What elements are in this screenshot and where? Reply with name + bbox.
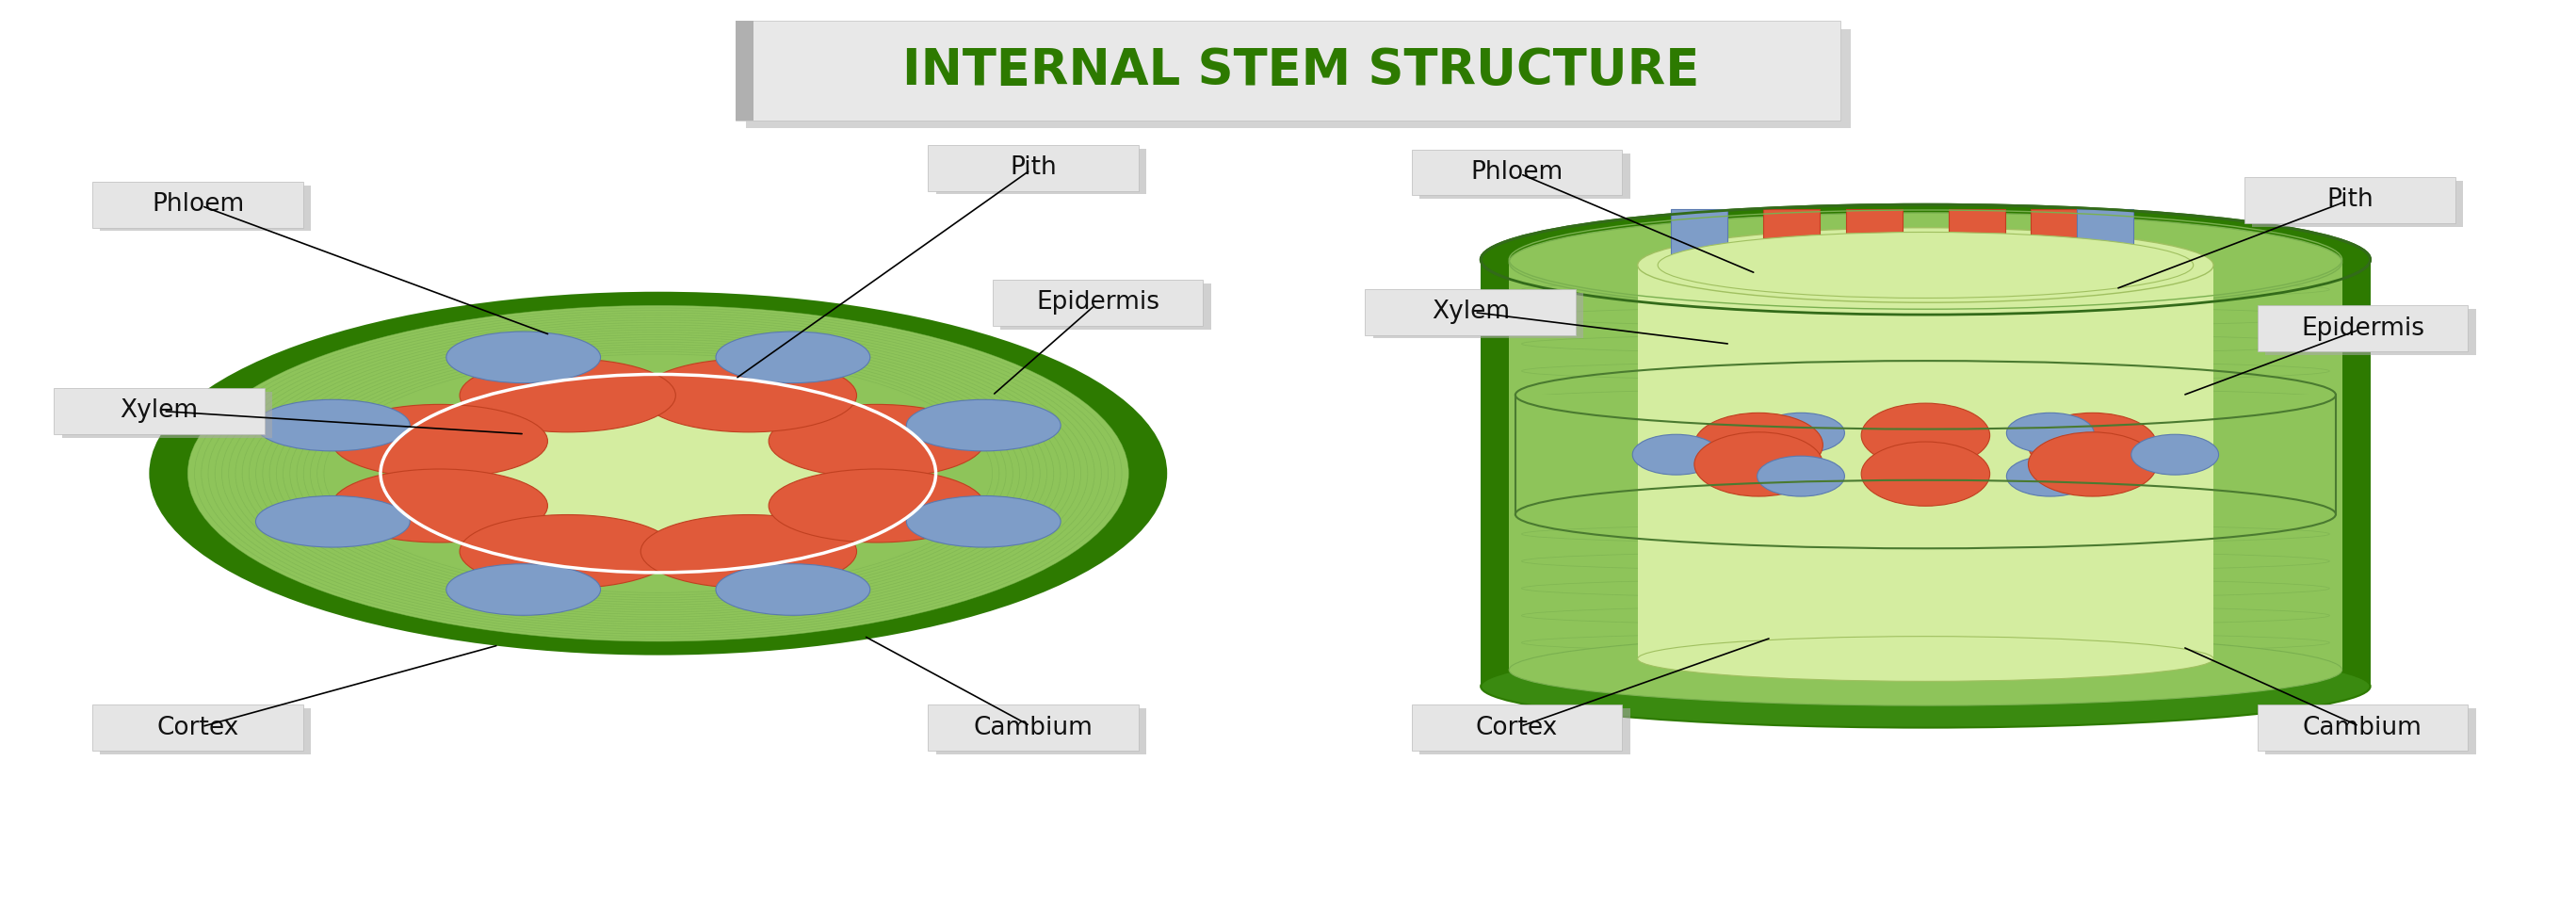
Ellipse shape xyxy=(1510,634,2342,705)
FancyBboxPatch shape xyxy=(2244,177,2455,222)
Ellipse shape xyxy=(641,359,858,432)
FancyBboxPatch shape xyxy=(992,280,1203,326)
Bar xyxy=(1510,395,1638,514)
FancyBboxPatch shape xyxy=(734,21,1842,120)
Text: Cambium: Cambium xyxy=(2303,715,2421,740)
Ellipse shape xyxy=(1481,645,2370,727)
Ellipse shape xyxy=(2130,435,2218,474)
Ellipse shape xyxy=(1638,228,2213,303)
Bar xyxy=(1481,259,2370,687)
Text: INTERNAL STEM STRUCTURE: INTERNAL STEM STRUCTURE xyxy=(902,46,1700,95)
FancyBboxPatch shape xyxy=(100,186,312,231)
Ellipse shape xyxy=(768,404,984,478)
Text: Cortex: Cortex xyxy=(157,715,240,740)
Ellipse shape xyxy=(2007,413,2094,453)
Ellipse shape xyxy=(255,400,410,451)
Ellipse shape xyxy=(1757,456,1844,497)
FancyBboxPatch shape xyxy=(1373,293,1584,339)
Ellipse shape xyxy=(332,404,549,478)
Ellipse shape xyxy=(1633,435,1721,474)
Text: Pith: Pith xyxy=(1010,156,1056,180)
Ellipse shape xyxy=(768,469,984,543)
Ellipse shape xyxy=(907,496,1061,547)
Bar xyxy=(1510,395,2342,514)
Ellipse shape xyxy=(446,331,600,383)
Bar xyxy=(1947,210,2004,264)
FancyBboxPatch shape xyxy=(2257,704,2468,750)
FancyBboxPatch shape xyxy=(93,182,304,227)
Ellipse shape xyxy=(188,306,1128,641)
FancyBboxPatch shape xyxy=(100,708,312,754)
FancyBboxPatch shape xyxy=(927,145,1139,191)
FancyBboxPatch shape xyxy=(62,391,273,438)
Bar xyxy=(2030,210,2087,264)
FancyBboxPatch shape xyxy=(2264,708,2476,754)
Ellipse shape xyxy=(1638,636,2213,681)
FancyBboxPatch shape xyxy=(1419,708,1631,754)
Ellipse shape xyxy=(1862,403,1989,467)
Ellipse shape xyxy=(446,564,600,616)
Ellipse shape xyxy=(459,359,675,432)
Bar xyxy=(1847,210,1904,264)
Ellipse shape xyxy=(716,331,871,383)
Ellipse shape xyxy=(641,515,858,588)
Bar xyxy=(2076,210,2133,264)
Text: Cortex: Cortex xyxy=(1476,715,1558,740)
Text: Epidermis: Epidermis xyxy=(2300,317,2424,341)
Bar xyxy=(1672,210,1728,264)
Ellipse shape xyxy=(255,496,410,547)
Text: Pith: Pith xyxy=(2326,187,2372,212)
FancyBboxPatch shape xyxy=(935,149,1146,195)
Ellipse shape xyxy=(1695,413,1824,477)
Bar xyxy=(1638,265,2213,659)
Text: Phloem: Phloem xyxy=(152,192,245,217)
Bar xyxy=(1765,210,1821,264)
Bar xyxy=(734,21,752,120)
FancyBboxPatch shape xyxy=(54,388,265,434)
Bar xyxy=(2213,395,2342,514)
Text: Cambium: Cambium xyxy=(974,715,1092,740)
Text: Xylem: Xylem xyxy=(121,399,198,424)
FancyBboxPatch shape xyxy=(1419,153,1631,199)
FancyBboxPatch shape xyxy=(927,704,1139,750)
FancyBboxPatch shape xyxy=(2251,181,2463,226)
FancyBboxPatch shape xyxy=(935,708,1146,754)
Ellipse shape xyxy=(1862,442,1989,506)
Ellipse shape xyxy=(149,292,1167,655)
Ellipse shape xyxy=(1481,205,2370,315)
FancyBboxPatch shape xyxy=(999,283,1211,330)
FancyBboxPatch shape xyxy=(2264,309,2476,355)
Ellipse shape xyxy=(1757,413,1844,453)
Ellipse shape xyxy=(716,564,871,616)
Ellipse shape xyxy=(2027,432,2156,497)
Ellipse shape xyxy=(1695,432,1824,497)
Ellipse shape xyxy=(2007,456,2094,497)
FancyBboxPatch shape xyxy=(2257,306,2468,352)
FancyBboxPatch shape xyxy=(1365,289,1577,335)
Ellipse shape xyxy=(459,515,675,588)
Text: Xylem: Xylem xyxy=(1432,300,1510,324)
FancyBboxPatch shape xyxy=(744,30,1852,128)
Ellipse shape xyxy=(1510,213,2342,312)
Text: Phloem: Phloem xyxy=(1471,161,1564,185)
Bar xyxy=(1510,262,2342,670)
Ellipse shape xyxy=(2027,413,2156,477)
FancyBboxPatch shape xyxy=(1412,150,1623,196)
Ellipse shape xyxy=(907,400,1061,451)
FancyBboxPatch shape xyxy=(1412,704,1623,750)
Ellipse shape xyxy=(332,469,549,543)
Ellipse shape xyxy=(402,381,914,565)
Ellipse shape xyxy=(1659,233,2192,298)
FancyBboxPatch shape xyxy=(93,704,304,750)
Text: Epidermis: Epidermis xyxy=(1036,291,1159,315)
